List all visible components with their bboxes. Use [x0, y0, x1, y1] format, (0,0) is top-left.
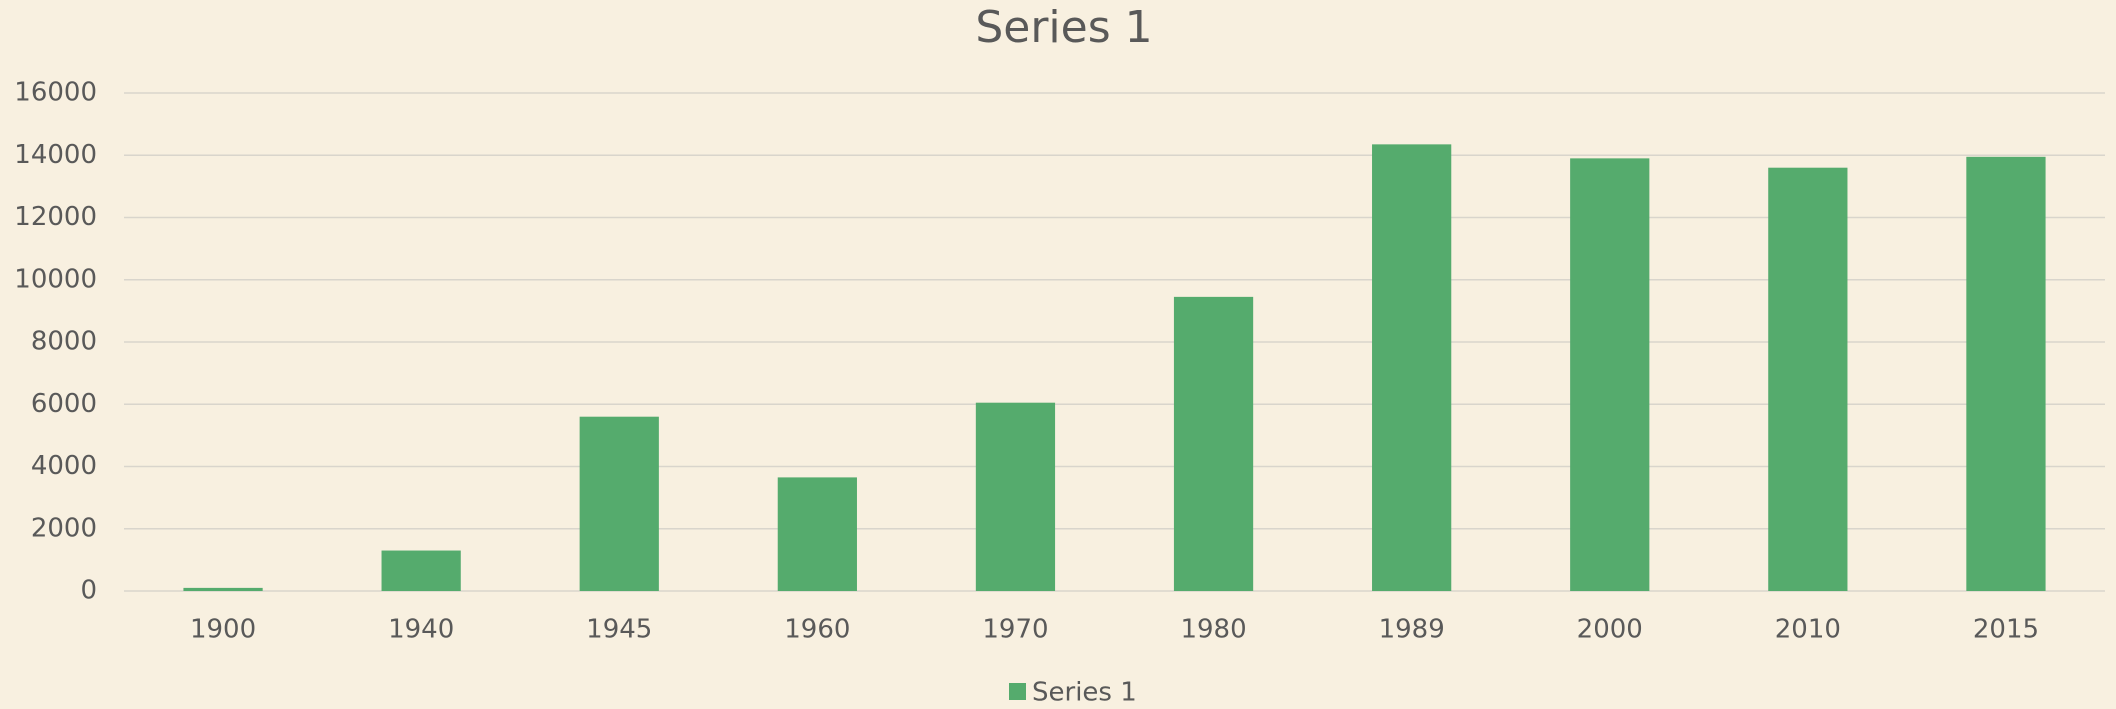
x-tick-label: 1945 [586, 615, 652, 645]
legend-swatch [1009, 683, 1026, 700]
x-tick-label: 1970 [982, 615, 1048, 645]
bar [777, 477, 857, 591]
bar [183, 587, 263, 591]
bar [1173, 296, 1254, 591]
x-tick-label: 2015 [1973, 615, 2039, 645]
bar [1372, 144, 1452, 591]
x-tick-label: 1980 [1180, 615, 1246, 645]
x-tick-label: 2000 [1577, 615, 1643, 645]
y-tick-label: 2000 [31, 513, 97, 543]
bar [381, 550, 461, 591]
x-tick-label: 1940 [388, 615, 454, 645]
chart-title: Series 1 [975, 2, 1152, 53]
bar [1966, 156, 2046, 591]
y-tick-label: 12000 [14, 202, 97, 232]
legend-label: Series 1 [1032, 678, 1137, 708]
bar [1570, 158, 1650, 592]
x-tick-label: 2010 [1775, 615, 1841, 645]
y-tick-label: 14000 [14, 140, 97, 170]
y-tick-label: 4000 [31, 451, 97, 481]
y-tick-label: 16000 [14, 78, 97, 108]
bar [579, 416, 659, 591]
x-tick-label: 1900 [190, 615, 256, 645]
x-tick-label: 1989 [1379, 615, 1445, 645]
y-tick-label: 0 [80, 576, 97, 606]
y-tick-label: 10000 [14, 264, 97, 294]
bar [975, 402, 1056, 591]
y-tick-label: 6000 [31, 389, 97, 419]
bar [1768, 167, 1848, 591]
x-tick-label: 1960 [784, 615, 850, 645]
y-tick-label: 8000 [31, 327, 97, 357]
